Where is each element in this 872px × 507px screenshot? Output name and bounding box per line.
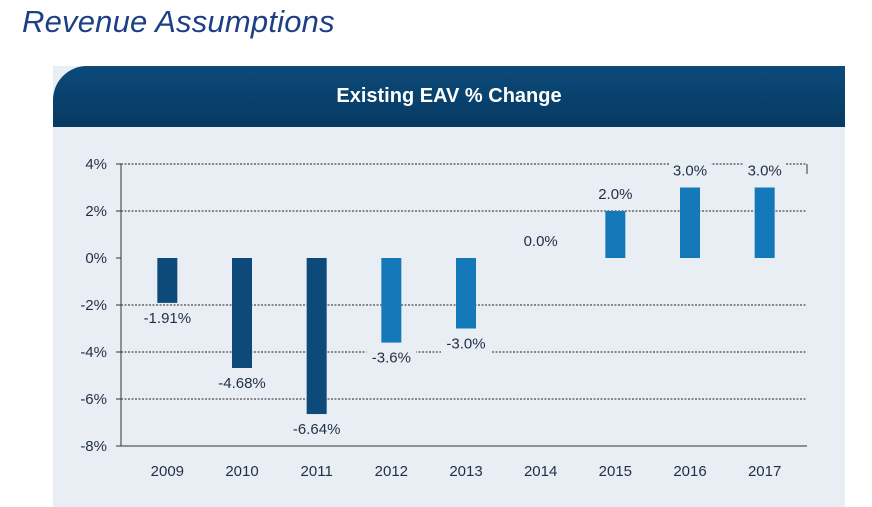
- data-label-bg: [366, 347, 417, 368]
- data-label: -3.0%: [446, 336, 485, 353]
- x-tick-label: 2015: [599, 463, 632, 480]
- bar-2017: [754, 187, 775, 258]
- bar-2009: [157, 258, 178, 303]
- x-tick-label: 2017: [748, 463, 781, 480]
- x-tick-label: 2016: [673, 463, 706, 480]
- bar-2011: [306, 258, 327, 415]
- data-label-bg: [743, 160, 786, 181]
- x-tick-label: 2011: [301, 463, 333, 480]
- data-label-bg: [594, 184, 637, 204]
- data-label: 0.0%: [524, 233, 558, 250]
- x-tick-label: 2012: [375, 463, 408, 480]
- y-tick-label: 4%: [85, 156, 107, 173]
- bar-2012: [381, 258, 402, 343]
- x-tick-label: 2009: [151, 463, 184, 480]
- data-label-bg: [669, 160, 711, 181]
- data-label: -1.91%: [144, 310, 192, 327]
- data-label: -6.64%: [293, 421, 341, 438]
- bar-2013: [456, 258, 476, 329]
- chart-header: Existing EAV % Change: [53, 66, 845, 127]
- bar-2010: [232, 258, 252, 368]
- x-tick-label: 2014: [524, 463, 557, 480]
- bar-2016: [680, 187, 700, 258]
- chart-title: Existing EAV % Change: [336, 85, 562, 107]
- data-label: 3.0%: [748, 163, 782, 180]
- page-title: Revenue Assumptions: [22, 4, 335, 39]
- data-label-bg: [212, 372, 272, 393]
- y-tick-label: -8%: [80, 438, 107, 455]
- y-tick-label: 2%: [85, 203, 107, 220]
- data-label: -4.68%: [218, 375, 266, 392]
- x-tick-label: 2013: [449, 463, 482, 480]
- data-label-bg: [519, 231, 562, 251]
- bar-2015: [605, 211, 626, 258]
- data-label: 2.0%: [598, 186, 632, 203]
- data-label: -3.6%: [372, 350, 411, 367]
- data-label-bg: [287, 419, 346, 440]
- data-label: 3.0%: [673, 163, 707, 180]
- y-tick-label: 0%: [85, 250, 107, 267]
- eav-bar-chart: 4% 2% 0% -2% -4% -6% -8% 2009 -1.91% 2010 -4.68% 20…: [80, 156, 808, 480]
- data-label-bg: [441, 333, 491, 354]
- chart-card: Existing EAV % Change 4% 2% 0% -2% -4% -6% -8%…: [53, 66, 845, 507]
- y-tick-label: -6%: [80, 391, 107, 408]
- y-tick-label: -4%: [80, 344, 107, 361]
- data-label-bg: [138, 307, 197, 328]
- x-tick-label: 2010: [225, 463, 258, 480]
- y-tick-label: -2%: [80, 297, 107, 314]
